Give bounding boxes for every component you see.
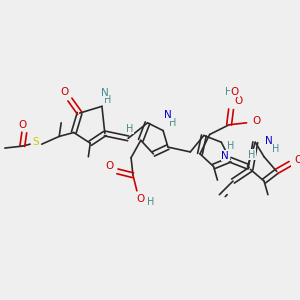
Text: H: H: [169, 118, 176, 128]
Text: O: O: [231, 87, 239, 97]
Text: O: O: [106, 160, 114, 170]
Text: N: N: [221, 151, 229, 161]
Text: N: N: [164, 110, 172, 120]
Text: N: N: [101, 88, 109, 98]
Text: H: H: [225, 87, 233, 97]
Text: O: O: [294, 155, 300, 165]
Text: O: O: [252, 116, 260, 126]
Text: H: H: [227, 141, 235, 151]
Text: H: H: [248, 150, 255, 160]
Text: H: H: [104, 94, 111, 104]
Text: S: S: [33, 137, 39, 147]
Text: H: H: [126, 124, 134, 134]
Text: N: N: [265, 136, 273, 146]
Text: O: O: [136, 194, 145, 203]
Text: O: O: [60, 87, 68, 97]
Text: H: H: [272, 144, 279, 154]
Text: O: O: [18, 120, 26, 130]
Text: H: H: [147, 197, 154, 207]
Text: O: O: [235, 97, 243, 106]
